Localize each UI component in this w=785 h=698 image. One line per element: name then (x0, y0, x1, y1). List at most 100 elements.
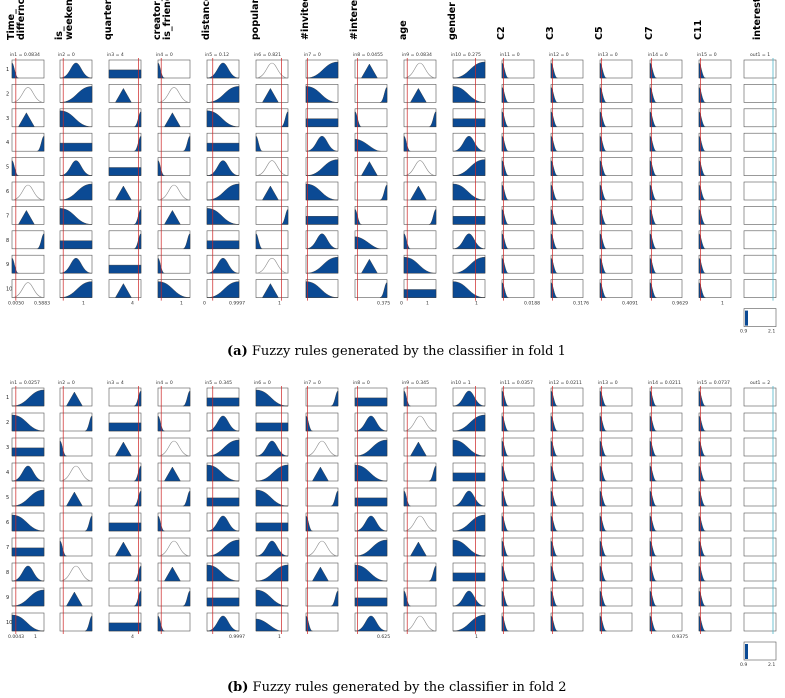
mf-fill (164, 566, 181, 582)
mf-box (698, 84, 732, 103)
mf-fill (182, 390, 191, 407)
column-header: C5 (594, 26, 605, 40)
mf-fill (305, 256, 339, 274)
output-box (743, 230, 777, 250)
mf-box (354, 206, 388, 225)
input-value-label: in4 = 0 (156, 380, 173, 386)
input-value-label: in13 = 0 (598, 52, 618, 58)
mf-curve (255, 62, 289, 79)
mf-fill (361, 258, 378, 274)
output-box (743, 562, 777, 582)
range-max-label: 1 (82, 301, 85, 307)
mf-box (501, 487, 535, 507)
mf-fill (66, 391, 83, 407)
range-max-label: 0.625 (377, 634, 390, 640)
output-box (743, 612, 777, 632)
mf-box (599, 181, 633, 201)
mf-fill (354, 415, 388, 432)
mf-box (649, 132, 683, 152)
rule-number: 4 (6, 470, 9, 476)
column-header: Time_differnce (6, 0, 27, 40)
mf-fill (206, 515, 240, 532)
mf-curve (157, 540, 191, 557)
mf-box (649, 181, 683, 201)
mf-fill (157, 281, 191, 298)
range-max-label: 0.9997 (229, 301, 245, 307)
mf-fill (66, 591, 83, 607)
mf-fill (452, 572, 486, 582)
mf-fill (11, 389, 45, 407)
mf-box (649, 157, 683, 176)
mf-fill (379, 87, 388, 103)
mf-fill (206, 615, 240, 632)
mf-fill (206, 597, 240, 607)
range-max-label: 0.9997 (229, 634, 245, 640)
mf-box (599, 487, 633, 507)
mf-fill (182, 490, 191, 507)
mf-box (157, 512, 191, 532)
mf-fill (59, 240, 93, 249)
mf-fill (11, 160, 19, 176)
mf-fill (305, 216, 339, 225)
output-box (743, 412, 777, 432)
mf-fill (206, 397, 240, 407)
mf-box (550, 612, 584, 632)
mf-fill (452, 61, 486, 79)
mf-box (403, 387, 437, 407)
rule-number: 5 (6, 495, 9, 501)
mf-box (599, 462, 633, 482)
output-box (743, 181, 777, 201)
mf-box (501, 254, 535, 274)
mf-box (649, 279, 683, 298)
mf-box (698, 59, 732, 79)
mf-fill (182, 233, 191, 249)
mf-box (649, 587, 683, 607)
input-value-label: in2 = 0 (58, 52, 75, 58)
mf-fill (354, 236, 381, 249)
mf-box (698, 612, 732, 632)
mf-fill (164, 209, 181, 225)
mf-fill (108, 264, 142, 274)
mf-fill (59, 86, 93, 103)
mf-box (698, 108, 732, 128)
mf-fill (354, 615, 388, 632)
mf-fill (354, 397, 388, 407)
input-value-label: in5 = 0.345 (205, 380, 232, 386)
mf-box (649, 512, 683, 532)
mf-box (599, 587, 633, 607)
input-value-label: in7 = 0 (304, 380, 321, 386)
mf-box (698, 462, 732, 482)
input-value-label: in5 = 0.12 (205, 52, 229, 58)
mf-curve (255, 160, 289, 176)
column-header: quarter (103, 0, 114, 40)
mf-fill (403, 256, 437, 274)
mf-curve (157, 87, 191, 103)
mf-box (599, 612, 633, 632)
mf-fill (255, 464, 289, 482)
mf-fill (11, 447, 45, 457)
mf-box (649, 254, 683, 274)
aggregate-output-fill (745, 644, 748, 659)
mf-box (550, 462, 584, 482)
range-max-label: 0.375 (377, 301, 390, 307)
mf-box (599, 562, 633, 582)
mf-box (698, 230, 732, 250)
mf-fill (262, 283, 279, 298)
range-max-label: 0.3176 (573, 301, 589, 307)
mf-box (550, 206, 584, 225)
mf-box (501, 437, 535, 457)
range-max-label: 4 (131, 634, 134, 640)
mf-box (698, 537, 732, 557)
output-axis-max: 2.1 (768, 662, 775, 668)
mf-curve (59, 565, 93, 582)
mf-box (501, 537, 535, 557)
mf-fill (84, 515, 93, 532)
mf-fill (115, 185, 132, 201)
mf-box (599, 254, 633, 274)
mf-box (255, 132, 289, 152)
mf-box (599, 279, 633, 298)
mf-curve (59, 465, 93, 482)
range-min-label: 0.0050 (8, 301, 24, 307)
mf-fill (255, 540, 289, 557)
input-value-label: in12 = 0 (549, 52, 569, 58)
